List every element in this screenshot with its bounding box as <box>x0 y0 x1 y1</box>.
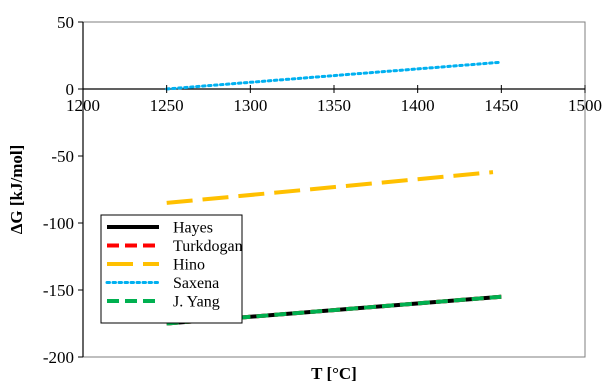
legend-label: Saxena <box>173 275 219 292</box>
y-tick-label: -200 <box>43 348 74 367</box>
legend-label: Turkdogan <box>173 238 243 255</box>
x-tick-label: 1400 <box>401 96 435 115</box>
x-tick-label: 1350 <box>317 96 351 115</box>
y-tick-label: -100 <box>43 214 74 233</box>
legend-label: J. Yang <box>173 294 220 311</box>
x-tick-label: 1250 <box>150 96 184 115</box>
x-tick-label: 1200 <box>66 96 100 115</box>
x-tick-label: 1450 <box>484 96 518 115</box>
y-tick-label: 0 <box>66 80 75 99</box>
legend-label: Hayes <box>173 220 213 237</box>
series-line-hino <box>166 170 494 205</box>
legend-box <box>100 214 243 324</box>
x-tick-label: 1300 <box>233 96 267 115</box>
series-line-saxena <box>165 60 503 91</box>
x-tick-label: 1500 <box>568 96 602 115</box>
legend-label: Hino <box>173 257 205 274</box>
y-axis-label: ΔG [kJ/mol] <box>7 145 26 235</box>
y-tick-label: -150 <box>43 281 74 300</box>
y-tick-label: -50 <box>51 147 74 166</box>
y-tick-label: 50 <box>57 13 74 32</box>
x-axis-label: T [°C] <box>311 364 357 382</box>
